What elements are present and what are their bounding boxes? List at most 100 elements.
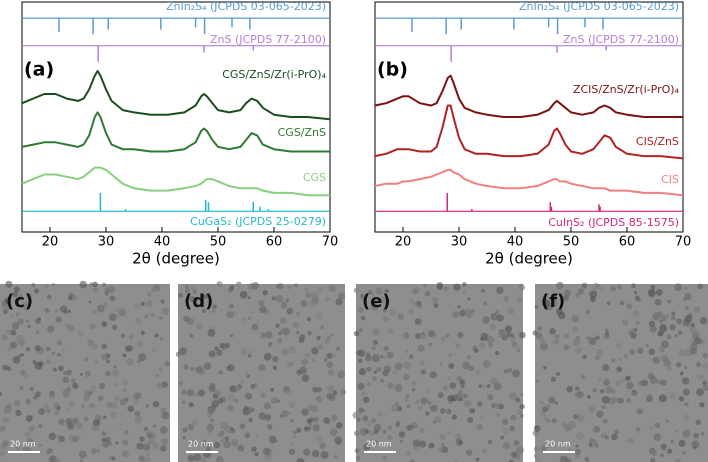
nanoparticle: [403, 361, 411, 370]
nanoparticle: [674, 458, 681, 462]
nanoparticle: [509, 425, 515, 432]
nanoparticle: [657, 330, 664, 337]
nanoparticle: [332, 390, 338, 396]
nanoparticle: [194, 366, 202, 374]
nanoparticle: [658, 394, 667, 403]
nanoparticle: [20, 353, 24, 357]
nanoparticle: [326, 352, 333, 359]
nanoparticle: [206, 423, 215, 432]
nanoparticle: [152, 424, 156, 428]
nanoparticle: [334, 454, 338, 459]
nanoparticle: [379, 296, 388, 304]
nanoparticle: [232, 441, 238, 448]
nanoparticle: [281, 327, 290, 336]
nanoparticle: [259, 305, 267, 314]
nanoparticle: [475, 369, 481, 376]
nanoparticle: [459, 308, 466, 315]
nanoparticle: [592, 388, 597, 393]
image-label: (e): [362, 291, 391, 312]
nanoparticle: [152, 347, 157, 353]
nanoparticle: [155, 373, 160, 378]
nanoparticle: [405, 349, 409, 353]
nanoparticle: [354, 448, 360, 454]
nanoparticle: [276, 399, 280, 403]
nanoparticle: [219, 342, 225, 349]
nanoparticle: [580, 374, 586, 380]
nanoparticle: [52, 367, 57, 372]
nanoparticle: [216, 281, 223, 288]
nanoparticle: [251, 446, 257, 452]
nanoparticle: [15, 312, 20, 317]
nanoparticle: [660, 443, 667, 450]
nanoparticle: [416, 303, 422, 309]
nanoparticle: [34, 288, 40, 294]
nanoparticle: [209, 385, 216, 393]
nanoparticle: [647, 288, 656, 297]
nanoparticle: [258, 364, 266, 372]
nanoparticle: [582, 354, 587, 359]
nanoparticle: [462, 361, 471, 370]
nanoparticle: [555, 333, 561, 339]
nanoparticle: [506, 332, 512, 338]
nanoparticle: [453, 283, 461, 291]
nanoparticle: [262, 290, 268, 296]
nanoparticle: [384, 288, 389, 294]
nanoparticle: [107, 285, 116, 294]
nanoparticle: [483, 301, 488, 306]
nanoparticle: [313, 416, 319, 423]
nanoparticle: [616, 366, 623, 373]
nanoparticle: [133, 398, 140, 405]
nanoparticle: [34, 391, 41, 398]
nanoparticle: [430, 404, 438, 413]
nanoparticle: [303, 448, 311, 456]
nanoparticle: [631, 283, 636, 289]
nanoparticle: [449, 382, 457, 389]
nanoparticle: [54, 410, 60, 416]
nanoparticle: [363, 396, 370, 403]
nanoparticle: [247, 316, 252, 321]
nanoparticle: [258, 300, 265, 307]
nanoparticle: [362, 415, 369, 422]
nanoparticle: [466, 449, 473, 456]
nanoparticle: [357, 349, 366, 357]
nanoparticle: [667, 299, 671, 304]
nanoparticle: [200, 457, 207, 462]
nanoparticle: [666, 334, 672, 340]
nanoparticle: [367, 382, 372, 387]
nanoparticle: [122, 388, 127, 393]
nanoparticle: [665, 419, 669, 423]
nanoparticle: [236, 281, 242, 287]
nanoparticle: [218, 370, 223, 375]
nanoparticle: [604, 328, 609, 333]
nanoparticle: [428, 442, 435, 449]
x-tick-label: 50: [563, 235, 580, 250]
nanoparticle: [684, 286, 688, 290]
nanoparticle: [317, 344, 323, 350]
nanoparticle: [683, 365, 688, 369]
nanoparticle: [216, 349, 223, 356]
nanoparticle: [593, 425, 601, 433]
x-axis-label: 2θ (degree): [485, 250, 573, 268]
nanoparticle: [89, 402, 96, 409]
nanoparticle: [325, 296, 330, 302]
nanoparticle: [32, 359, 37, 364]
nanoparticle: [638, 380, 645, 387]
nanoparticle: [230, 285, 235, 290]
nanoparticle: [448, 353, 452, 358]
nanoparticle: [568, 420, 577, 429]
nanoparticle: [456, 375, 463, 382]
nanoparticle: [47, 325, 55, 333]
nanoparticle: [281, 348, 289, 356]
nanoparticle: [613, 429, 620, 435]
nanoparticle: [309, 301, 316, 308]
nanoparticle: [326, 384, 335, 393]
nanoparticle: [96, 304, 105, 313]
nanoparticle: [420, 332, 427, 339]
nanoparticle: [657, 311, 663, 317]
nanoparticle: [462, 290, 466, 294]
nanoparticle: [183, 315, 190, 322]
nanoparticle: [189, 295, 196, 303]
nanoparticle: [143, 426, 149, 432]
nanoparticle: [34, 361, 43, 370]
nanoparticle: [376, 367, 382, 373]
